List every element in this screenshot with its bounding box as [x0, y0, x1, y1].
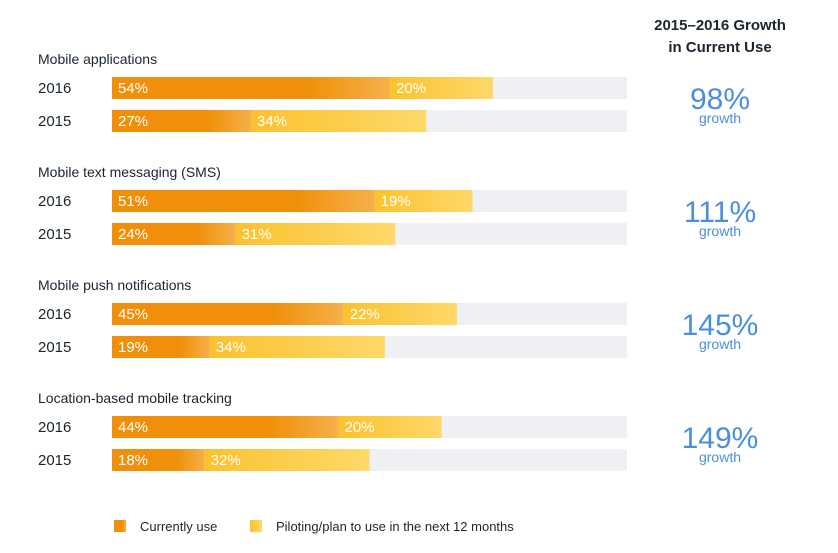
data-label-piloting: 20%	[396, 80, 426, 97]
growth-header-line-2: in Current Use	[668, 39, 771, 56]
bar-piloting	[209, 336, 385, 358]
legend-label-current: Currently use	[140, 519, 217, 534]
data-label-currently-use: 54%	[118, 80, 148, 97]
legend-swatch-current	[114, 520, 126, 532]
bar-row-2015: 2015 27% 34%	[38, 110, 627, 132]
bar-currently-use	[112, 303, 344, 325]
data-label-piloting: 20%	[345, 419, 375, 436]
growth-label: growth	[699, 449, 741, 465]
year-label: 2015	[38, 339, 71, 356]
bar-row-2016: 2016 45% 22%	[38, 303, 627, 325]
year-label: 2016	[38, 80, 71, 97]
year-label: 2015	[38, 226, 71, 243]
year-label: 2016	[38, 306, 71, 323]
data-label-currently-use: 27%	[118, 113, 148, 130]
data-label-piloting: 32%	[211, 452, 241, 469]
legend-swatch-piloting	[250, 520, 262, 532]
bar-currently-use	[112, 77, 391, 99]
year-label: 2015	[38, 452, 71, 469]
data-label-piloting: 22%	[350, 306, 380, 323]
bar-group: Mobile push notifications 2016 45% 22% 2015 1…	[38, 277, 758, 358]
growth-header: 2015–2016 Growth in Current Use	[654, 17, 786, 56]
legend: Currently use Piloting/plan to use in the…	[114, 519, 514, 534]
legend-label-piloting: Piloting/plan to use in the next 12 mont…	[276, 519, 514, 534]
data-label-piloting: 31%	[242, 226, 272, 243]
bar-currently-use	[112, 223, 236, 245]
bar-row-2016: 2016 51% 19%	[38, 190, 627, 212]
growth-value: 145%	[682, 309, 759, 342]
data-label-piloting: 34%	[216, 339, 246, 356]
year-label: 2016	[38, 193, 71, 210]
growth-label: growth	[699, 336, 741, 352]
bar-row-2015: 2015 24% 31%	[38, 223, 627, 245]
data-label-currently-use: 24%	[118, 226, 148, 243]
bar-group: Location-based mobile tracking 2016 44% 20%…	[38, 390, 758, 471]
group-title: Mobile push notifications	[38, 277, 191, 293]
bar-groups: Mobile applications 2016 54% 20% 2015 27% 34% 9…	[38, 51, 758, 471]
bar-piloting	[204, 449, 370, 471]
data-label-currently-use: 44%	[118, 419, 148, 436]
group-title: Mobile applications	[38, 51, 157, 67]
bar-group: Mobile applications 2016 54% 20% 2015 27% 34% 9…	[38, 51, 750, 132]
bar-piloting	[235, 223, 396, 245]
year-label: 2016	[38, 419, 71, 436]
bar-piloting	[338, 416, 442, 438]
group-title: Location-based mobile tracking	[38, 390, 232, 406]
bar-currently-use	[112, 190, 375, 212]
growth-value: 98%	[690, 83, 750, 116]
data-label-currently-use: 51%	[118, 193, 148, 210]
data-label-currently-use: 18%	[118, 452, 148, 469]
bar-piloting	[390, 77, 494, 99]
growth-label: growth	[699, 223, 741, 239]
bar-currently-use	[112, 336, 210, 358]
bar-row-2015: 2015 18% 32%	[38, 449, 627, 471]
bar-piloting	[343, 303, 458, 325]
bar-row-2015: 2015 19% 34%	[38, 336, 627, 358]
bar-row-2016: 2016 44% 20%	[38, 416, 627, 438]
bar-piloting	[374, 190, 473, 212]
bar-piloting	[251, 110, 427, 132]
data-label-piloting: 34%	[257, 113, 287, 130]
year-label: 2015	[38, 113, 71, 130]
bar-currently-use	[112, 416, 339, 438]
growth-label: growth	[699, 110, 741, 126]
growth-header-line-1: 2015–2016 Growth	[654, 17, 786, 34]
bar-currently-use	[112, 449, 205, 471]
bar-group: Mobile text messaging (SMS)2016 51% 19%201…	[38, 164, 756, 245]
group-title: Mobile text messaging (SMS)	[38, 164, 221, 180]
bar-currently-use	[112, 110, 252, 132]
data-label-currently-use: 45%	[118, 306, 148, 323]
data-label-piloting: 19%	[381, 193, 411, 210]
bar-row-2016: 2016 54% 20%	[38, 77, 627, 99]
growth-value: 111%	[684, 196, 756, 229]
data-label-currently-use: 19%	[118, 339, 148, 356]
growth-value: 149%	[682, 422, 759, 455]
